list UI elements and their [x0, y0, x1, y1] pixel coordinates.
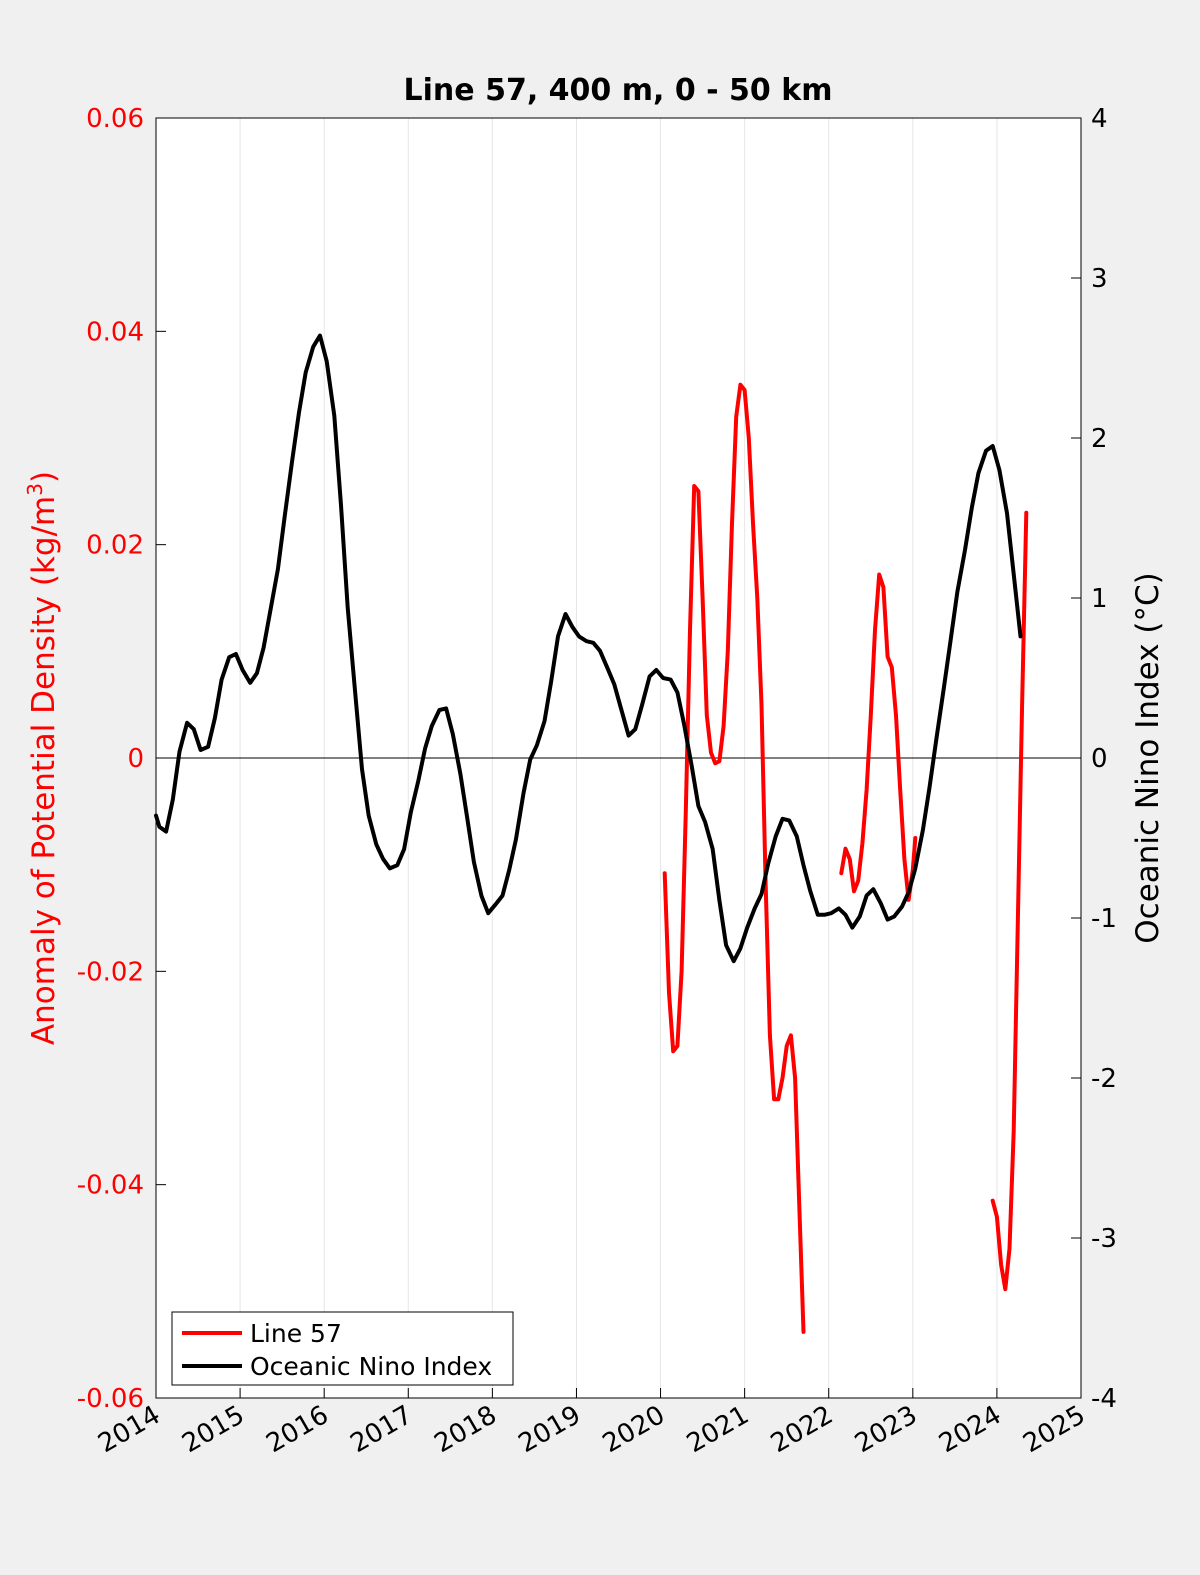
- y-right-tick-label: -3: [1091, 1224, 1117, 1254]
- y-left-tick-label: -0.06: [77, 1384, 144, 1414]
- y-right-tick-label: -2: [1091, 1064, 1117, 1094]
- x-tick-label: 2025: [1018, 1400, 1090, 1459]
- series-lines: [154, 333, 1029, 1334]
- x-tick-label: 2015: [177, 1400, 249, 1459]
- legend-label-line-57: Line 57: [250, 1319, 342, 1348]
- y-right-tick-label: 1: [1091, 584, 1108, 614]
- x-tick-label: 2023: [850, 1400, 922, 1459]
- y-axis-left-title-sup: 3: [23, 483, 47, 496]
- y-right-tick-label: 3: [1091, 264, 1108, 294]
- y-axis-right: -4 -3 -2 -1 0 1 2 3 4: [1071, 104, 1117, 1414]
- y-right-tick-label: -4: [1091, 1384, 1117, 1414]
- x-tick-label: 2017: [345, 1400, 417, 1459]
- chart-title: Line 57, 400 m, 0 - 50 km: [404, 73, 833, 108]
- series-line-57-segment-0: [662, 382, 806, 1334]
- x-tick-label: 2021: [682, 1400, 754, 1459]
- y-left-tick-label: 0.04: [86, 317, 144, 347]
- y-left-tick-label: 0.06: [86, 104, 144, 134]
- x-tick-label: 2020: [598, 1400, 670, 1459]
- y-right-tick-label: -1: [1091, 904, 1117, 934]
- x-tick-label: 2018: [430, 1400, 502, 1459]
- x-tick-label: 2024: [934, 1400, 1006, 1459]
- y-left-tick-label: -0.02: [77, 957, 144, 987]
- legend: Line 57 Oceanic Nino Index: [171, 1311, 514, 1386]
- y-axis-left-title: Anomaly of Potential Density (kg/m3): [23, 471, 62, 1045]
- y-right-tick-label: 0: [1091, 744, 1108, 774]
- y-left-tick-label: 0.02: [86, 531, 144, 561]
- y-left-tick-label: -0.04: [77, 1171, 144, 1201]
- y-axis-right-title: Oceanic Nino Index (°C): [1130, 572, 1166, 943]
- y-right-tick-label: 4: [1091, 104, 1108, 134]
- x-tick-label: 2016: [261, 1400, 333, 1459]
- y-axis-left: -0.06 -0.04 -0.02 0 0.02 0.04 0.06: [77, 104, 166, 1414]
- series-line-57-segment-1: [839, 572, 918, 902]
- x-axis: 2014 2015 2016 2017 2018 2019 2020 2021 2022 2023…: [93, 1388, 1091, 1459]
- legend-box: [171, 1311, 514, 1386]
- y-left-tick-label: 0: [127, 744, 144, 774]
- legend-label-oni: Oceanic Nino Index: [250, 1352, 492, 1381]
- x-tick-label: 2022: [766, 1400, 838, 1459]
- y-right-tick-label: 2: [1091, 424, 1108, 454]
- x-tick-label: 2019: [514, 1400, 586, 1459]
- series-oni-segment-0: [154, 333, 1023, 964]
- series-line-57-segment-2: [990, 510, 1029, 1292]
